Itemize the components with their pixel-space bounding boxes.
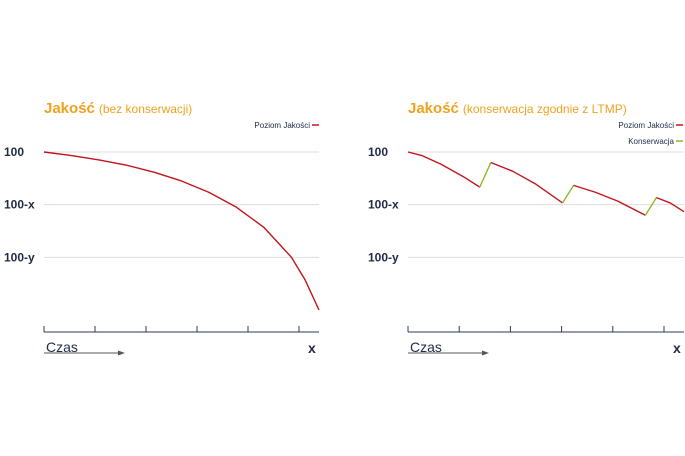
chart-panel-2: Jakość (konserwacja zgodnie z LTMP) Poziom…: [368, 100, 685, 356]
y-tick-label: 100-x: [4, 198, 35, 212]
quality-line: [490, 161, 563, 204]
time-arrow-head: [118, 350, 125, 356]
y-tick-label: 100: [368, 145, 388, 159]
quality-line: [656, 196, 685, 213]
y-tick-label: 100: [4, 145, 24, 159]
x-end-label: x: [308, 340, 316, 356]
legend-label: Poziom Jakości: [254, 121, 310, 130]
chart-title-main: Jakość: [408, 100, 459, 117]
y-tick-label: 100-y: [368, 250, 399, 264]
conservation-segment: [479, 162, 492, 188]
legend-label: Poziom Jakości: [618, 121, 674, 130]
chart-title-main: Jakość: [44, 100, 95, 117]
chart-title: Jakość (bez konserwacji): [44, 100, 192, 117]
quality-line: [573, 184, 646, 216]
quality-line: [43, 151, 320, 311]
legend-label: Konserwacja: [628, 137, 674, 146]
time-arrow-head: [482, 350, 489, 356]
y-tick-label: 100-x: [368, 198, 399, 212]
chart-title-subtitle: (konserwacja zgodnie z LTMP): [463, 102, 627, 116]
x-axis-label: Czas: [410, 339, 442, 355]
y-tick-label: 100-y: [4, 250, 35, 264]
conservation-segment: [644, 197, 657, 216]
conservation-segment: [561, 184, 575, 204]
chart-panel-1: Jakość (bez konserwacji) Poziom Jakości 100…: [4, 100, 320, 356]
quality-line: [407, 151, 481, 188]
x-end-label: x: [673, 340, 681, 356]
chart-title: Jakość (konserwacja zgodnie z LTMP): [408, 100, 627, 117]
chart-title-subtitle: (bez konserwacji): [99, 102, 192, 116]
x-axis-label: Czas: [46, 339, 78, 355]
